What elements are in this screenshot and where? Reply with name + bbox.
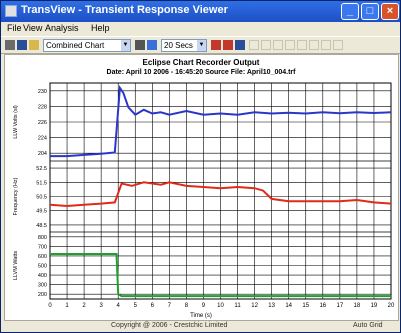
- app-icon: [5, 5, 17, 17]
- copyright-text: Copyright @ 2006 - Crestchic Limited: [111, 322, 228, 329]
- y-tick-label: 700: [38, 244, 47, 250]
- series-line-mid: [49, 181, 392, 208]
- title-bar[interactable]: TransView - Transient Response Viewer _ …: [1, 1, 400, 22]
- menu-help[interactable]: Help: [91, 23, 110, 33]
- x-tick-label: 8: [185, 303, 189, 309]
- disabled-icon: [249, 40, 259, 50]
- pan-icon[interactable]: [211, 40, 221, 50]
- x-tick-label: 1: [65, 303, 69, 309]
- x-tick-label: 14: [285, 303, 292, 309]
- window-title: TransView - Transient Response Viewer: [21, 4, 228, 16]
- y-tick-label: 224: [38, 136, 47, 142]
- x-tick-label: 5: [134, 303, 138, 309]
- y-axis-label: LLVM Watts: [13, 251, 19, 281]
- x-tick-label: 11: [234, 303, 241, 309]
- marker-icon[interactable]: [223, 40, 233, 50]
- menu-analysis[interactable]: Analysis: [45, 23, 79, 33]
- disabled-icon: [273, 40, 283, 50]
- disabled-icon: [285, 40, 295, 50]
- grid-icon[interactable]: [135, 40, 145, 50]
- x-tick-label: 6: [151, 303, 155, 309]
- y-tick-label: 50.5: [36, 195, 47, 201]
- play-icon[interactable]: [235, 40, 245, 50]
- x-tick-label: 20: [388, 303, 395, 309]
- close-button[interactable]: ×: [381, 3, 399, 20]
- y-axis-label: LLW Volts (sl): [13, 105, 19, 139]
- print-icon[interactable]: [5, 40, 15, 50]
- chart-mode-select[interactable]: Combined Chart ▼: [43, 39, 131, 52]
- chart-area[interactable]: Eclipse Chart Recorder Output Date: Apri…: [4, 54, 399, 321]
- menu-bar: File View Analysis Help: [1, 22, 400, 36]
- x-tick-label: 17: [337, 303, 344, 309]
- y-tick-label: 204: [38, 151, 47, 157]
- axis-tick-labels: 0 1 2 3 4 5 6 7 8 9 10 11 12 13 14 15 16 17 18 19 2023022822…: [13, 89, 395, 309]
- y-tick-label: 200: [38, 292, 47, 298]
- x-tick-label: 4: [117, 303, 121, 309]
- status-bar: Copyright @ 2006 - Crestchic Limited Aut…: [1, 321, 400, 332]
- disabled-icon: [309, 40, 319, 50]
- y-axis-label: Frequency (Hz): [13, 177, 19, 215]
- x-tick-label: 9: [202, 303, 206, 309]
- x-tick-label: 0: [48, 303, 52, 309]
- y-tick-label: 500: [38, 264, 47, 270]
- grid-mode-text: Auto Grid: [353, 322, 383, 329]
- time-span-value: 20 Secs: [164, 41, 193, 50]
- disabled-icon: [261, 40, 271, 50]
- x-axis-label: Time (s): [190, 313, 212, 319]
- x-tick-label: 18: [354, 303, 361, 309]
- disabled-icon: [333, 40, 343, 50]
- time-span-select[interactable]: 20 Secs ▼: [161, 39, 207, 52]
- chart-grid: [49, 82, 392, 300]
- x-tick-label: 15: [302, 303, 309, 309]
- toolbar: Combined Chart ▼ 20 Secs ▼: [1, 36, 400, 54]
- y-tick-label: 48.5: [36, 223, 47, 229]
- zoom-icon[interactable]: [147, 40, 157, 50]
- chart-svg: Eclipse Chart Recorder Output Date: Apri…: [13, 58, 395, 319]
- y-tick-label: 51.5: [36, 180, 47, 186]
- minimize-button[interactable]: _: [341, 3, 359, 20]
- x-tick-label: 2: [82, 303, 86, 309]
- disabled-icon: [321, 40, 331, 50]
- y-tick-label: 400: [38, 273, 47, 279]
- x-tick-label: 7: [168, 303, 172, 309]
- y-tick-label: 52.5: [36, 166, 47, 172]
- chart-title: Eclipse Chart Recorder Output: [143, 58, 260, 67]
- y-tick-label: 226: [38, 120, 47, 126]
- x-tick-label: 3: [99, 303, 103, 309]
- series-line-top: [50, 85, 392, 158]
- chart-mode-value: Combined Chart: [46, 41, 105, 50]
- x-tick-label: 10: [217, 303, 224, 309]
- maximize-button[interactable]: □: [361, 3, 379, 20]
- chevron-down-icon: ▼: [197, 40, 206, 51]
- menu-file[interactable]: File: [7, 23, 22, 33]
- x-tick-label: 12: [251, 303, 258, 309]
- y-tick-label: 300: [38, 283, 47, 289]
- chevron-down-icon: ▼: [121, 40, 130, 51]
- menu-view[interactable]: View: [23, 23, 43, 33]
- y-tick-label: 49.5: [36, 209, 47, 215]
- open-icon[interactable]: [29, 40, 39, 50]
- disabled-icon: [297, 40, 307, 50]
- x-tick-label: 19: [371, 303, 378, 309]
- chart-series: [49, 85, 392, 298]
- y-tick-label: 230: [38, 89, 47, 95]
- chart-subtitle: Date: April 10 2006 - 16:45:20 Source Fi…: [107, 69, 297, 76]
- y-tick-label: 228: [38, 104, 47, 110]
- series-line-bot: [50, 253, 391, 298]
- y-tick-label: 800: [38, 235, 47, 241]
- y-tick-label: 600: [38, 254, 47, 260]
- x-tick-label: 13: [268, 303, 275, 309]
- x-tick-label: 16: [319, 303, 326, 309]
- save-icon[interactable]: [17, 40, 27, 50]
